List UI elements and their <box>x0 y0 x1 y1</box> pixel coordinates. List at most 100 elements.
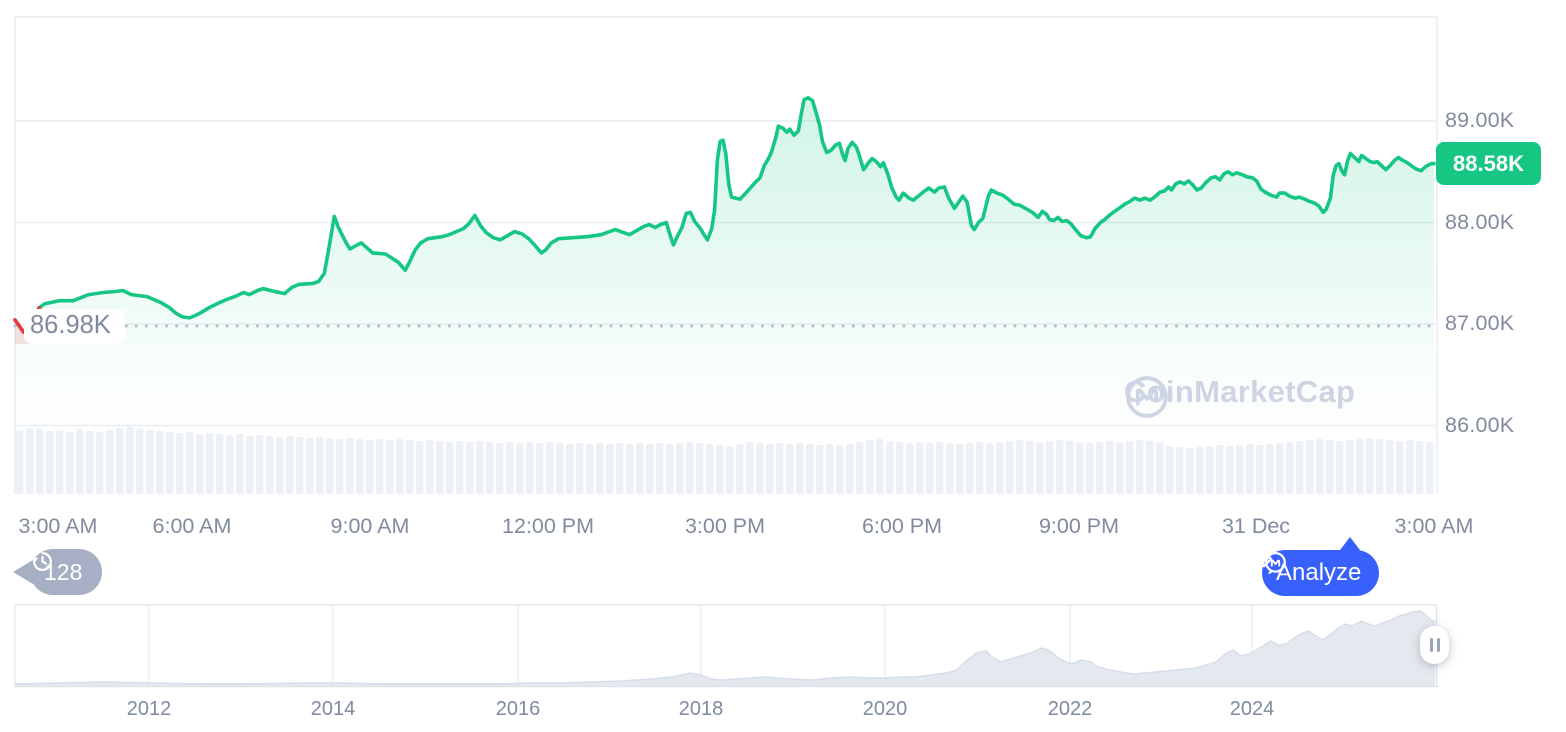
volume-bar <box>1386 440 1394 494</box>
volume-bar <box>416 441 424 494</box>
volume-bar <box>76 429 84 494</box>
y-axis-label: 89.00K <box>1445 108 1515 132</box>
volume-bar <box>806 444 814 494</box>
y-axis-label: 86.00K <box>1445 412 1515 437</box>
range-navigator[interactable] <box>14 604 1438 688</box>
volume-bar <box>506 442 514 494</box>
volume-bar <box>796 443 804 494</box>
volume-bar <box>386 440 394 494</box>
volume-bar <box>376 439 384 494</box>
volume-bar <box>716 445 724 494</box>
volume-bar <box>86 431 94 494</box>
analyze-label: Analyze <box>1276 559 1362 586</box>
history-badge-tail <box>13 560 33 584</box>
navigator-year-label: 2024 <box>1229 698 1275 720</box>
volume-bar <box>1076 442 1084 494</box>
handle-grip-bar <box>1436 638 1440 652</box>
volume-bar <box>1186 448 1194 494</box>
volume-bar <box>356 439 364 494</box>
volume-bar <box>826 444 834 494</box>
volume-bar <box>266 436 274 494</box>
analyze-pointer <box>1337 537 1363 554</box>
volume-bar <box>366 440 374 494</box>
volume-bar <box>546 442 554 494</box>
volume-bar <box>836 445 844 494</box>
volume-bar <box>146 430 154 494</box>
volume-bar <box>1056 440 1064 494</box>
navigator-gridlines <box>148 605 1253 686</box>
volume-bar <box>1316 439 1324 494</box>
volume-bar <box>946 443 954 494</box>
volume-bar <box>1346 440 1354 494</box>
volume-bar <box>956 444 964 494</box>
volume-bar <box>496 443 504 494</box>
volume-bar <box>1036 442 1044 494</box>
volume-bar <box>316 437 324 494</box>
x-axis-label: 6:00 AM <box>152 514 232 538</box>
volume-bar <box>1356 439 1364 494</box>
navigator-year-label: 2018 <box>678 698 724 720</box>
x-axis-label: 3:00 PM <box>684 514 766 538</box>
volume-bar <box>666 444 674 494</box>
volume-bar <box>1156 442 1164 494</box>
volume-bar <box>466 442 474 494</box>
volume-bar <box>536 443 544 494</box>
analyze-button[interactable]: Analyze <box>1262 550 1380 596</box>
x-axis-label: 12:00 PM <box>501 514 595 538</box>
x-axis-label: 3:00 AM <box>18 514 98 538</box>
volume-bar <box>1196 447 1204 494</box>
navigator-outline <box>14 610 1436 685</box>
navigator-year-label: 2020 <box>862 698 908 720</box>
navigator-handle[interactable] <box>1420 626 1449 664</box>
volume-bar <box>246 436 254 494</box>
navigator-year-label: 2012 <box>126 698 172 720</box>
volume-bar <box>306 438 314 494</box>
volume-bar <box>1206 446 1214 494</box>
current-price-badge: 88.58K <box>1436 142 1541 185</box>
volume-bar <box>66 432 74 494</box>
history-clock-icon <box>31 552 52 571</box>
volume-bar <box>446 442 454 494</box>
volume-bar <box>1236 445 1244 494</box>
volume-bar <box>676 443 684 494</box>
volume-bar <box>136 429 144 494</box>
volume-bar <box>396 439 404 494</box>
volume-bar <box>226 435 234 494</box>
x-axis-label: 31 Dec <box>1221 514 1291 538</box>
volume-bar <box>1086 443 1094 494</box>
navigator-year-label: 2014 <box>310 698 356 720</box>
volume-bar <box>1286 442 1294 494</box>
volume-bar <box>1226 446 1234 494</box>
volume-bar <box>16 430 24 494</box>
volume-bar <box>816 445 824 494</box>
volume-bar <box>1416 441 1424 494</box>
volume-bar <box>1246 444 1254 494</box>
volume-bar <box>706 444 714 494</box>
chevron-right-icon <box>1262 550 1273 568</box>
volume-bar <box>36 429 44 494</box>
volume-bar <box>866 440 874 494</box>
volume-bar <box>976 442 984 494</box>
volume-bar <box>1136 440 1144 494</box>
volume-bar <box>926 443 934 494</box>
volume-bar <box>766 444 774 494</box>
volume-bar <box>1176 447 1184 494</box>
y-axis-label: 87.00K <box>1445 311 1515 335</box>
volume-bar <box>1396 441 1404 494</box>
volume-bar <box>636 443 644 494</box>
volume-bar <box>1336 441 1344 494</box>
volume-bar <box>1406 440 1414 494</box>
volume-bar <box>876 439 884 494</box>
main-price-chart[interactable] <box>0 0 1566 512</box>
volume-bar <box>116 428 124 494</box>
navigator-year-label: 2016 <box>495 698 541 720</box>
volume-bar <box>406 440 414 494</box>
volume-bar <box>566 444 574 494</box>
volume-bar <box>166 432 174 494</box>
volume-bar <box>786 444 794 494</box>
volume-bar <box>916 442 924 494</box>
volume-bar <box>1366 438 1374 494</box>
history-count-badge[interactable]: 128 <box>30 549 103 595</box>
volume-bar <box>56 430 64 494</box>
volume-bar <box>526 442 534 494</box>
